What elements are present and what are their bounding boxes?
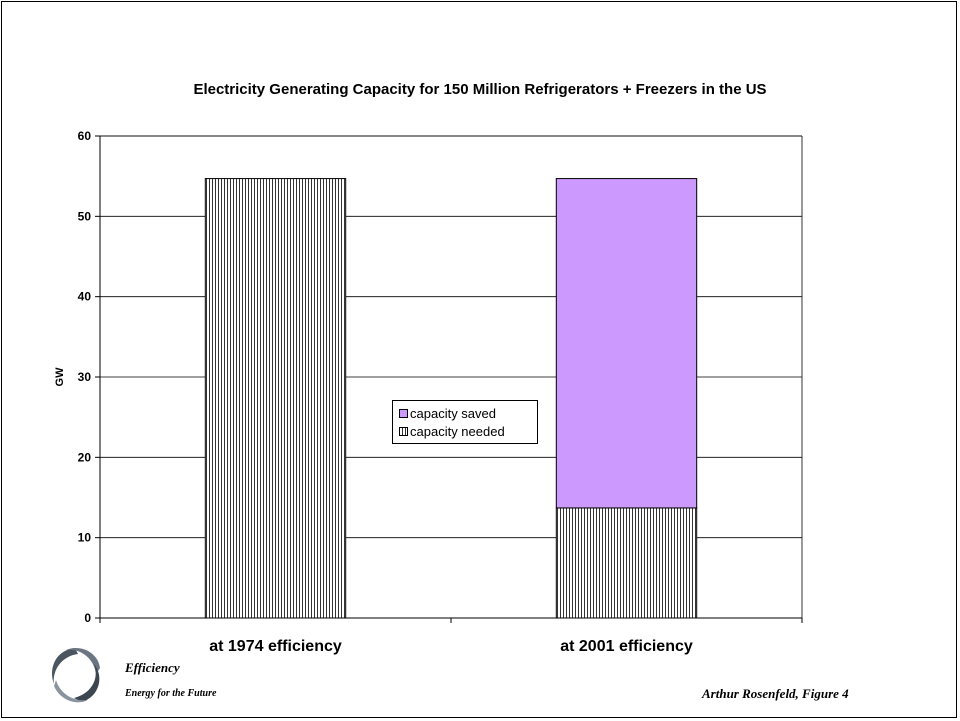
- legend: capacity saved capacity needed: [392, 400, 538, 444]
- y-tick-label: 40: [78, 290, 92, 304]
- legend-item-saved: capacity saved: [399, 404, 531, 422]
- y-tick-label: 10: [78, 531, 92, 545]
- y-tick-label: 60: [78, 129, 92, 143]
- y-tick-label: 0: [84, 611, 91, 625]
- axes: [95, 135, 803, 623]
- legend-label-needed: capacity needed: [410, 423, 505, 439]
- bars: [204, 178, 698, 619]
- legend-swatch-saved: [399, 408, 408, 418]
- chart-title: Electricity Generating Capacity for 150 …: [193, 81, 767, 98]
- footer-subtitle: Energy for the Future: [125, 688, 217, 699]
- bar-capacity-needed: [204, 178, 347, 619]
- swirl-logo-icon: [52, 648, 100, 703]
- y-tick-label: 20: [78, 450, 92, 464]
- footer-credit: Arthur Rosenfeld, Figure 4: [702, 686, 849, 701]
- x-tick-label: at 1974 efficiency: [209, 638, 342, 655]
- legend-item-needed: capacity needed: [399, 422, 531, 440]
- y-ticks: 0 10 20 30 40 50 60: [78, 129, 92, 625]
- legend-swatch-needed: [399, 426, 408, 436]
- bar-capacity-needed: [555, 507, 698, 619]
- footer-title: Efficiency: [125, 660, 180, 675]
- legend-label-saved: capacity saved: [410, 405, 496, 421]
- x-tick-label: at 2001 efficiency: [560, 638, 693, 655]
- y-tick-label: 30: [78, 370, 92, 384]
- bar-capacity-saved: [555, 178, 698, 509]
- x-ticks: at 1974 efficiency at 2001 efficiency: [209, 638, 693, 655]
- y-tick-label: 50: [78, 209, 92, 223]
